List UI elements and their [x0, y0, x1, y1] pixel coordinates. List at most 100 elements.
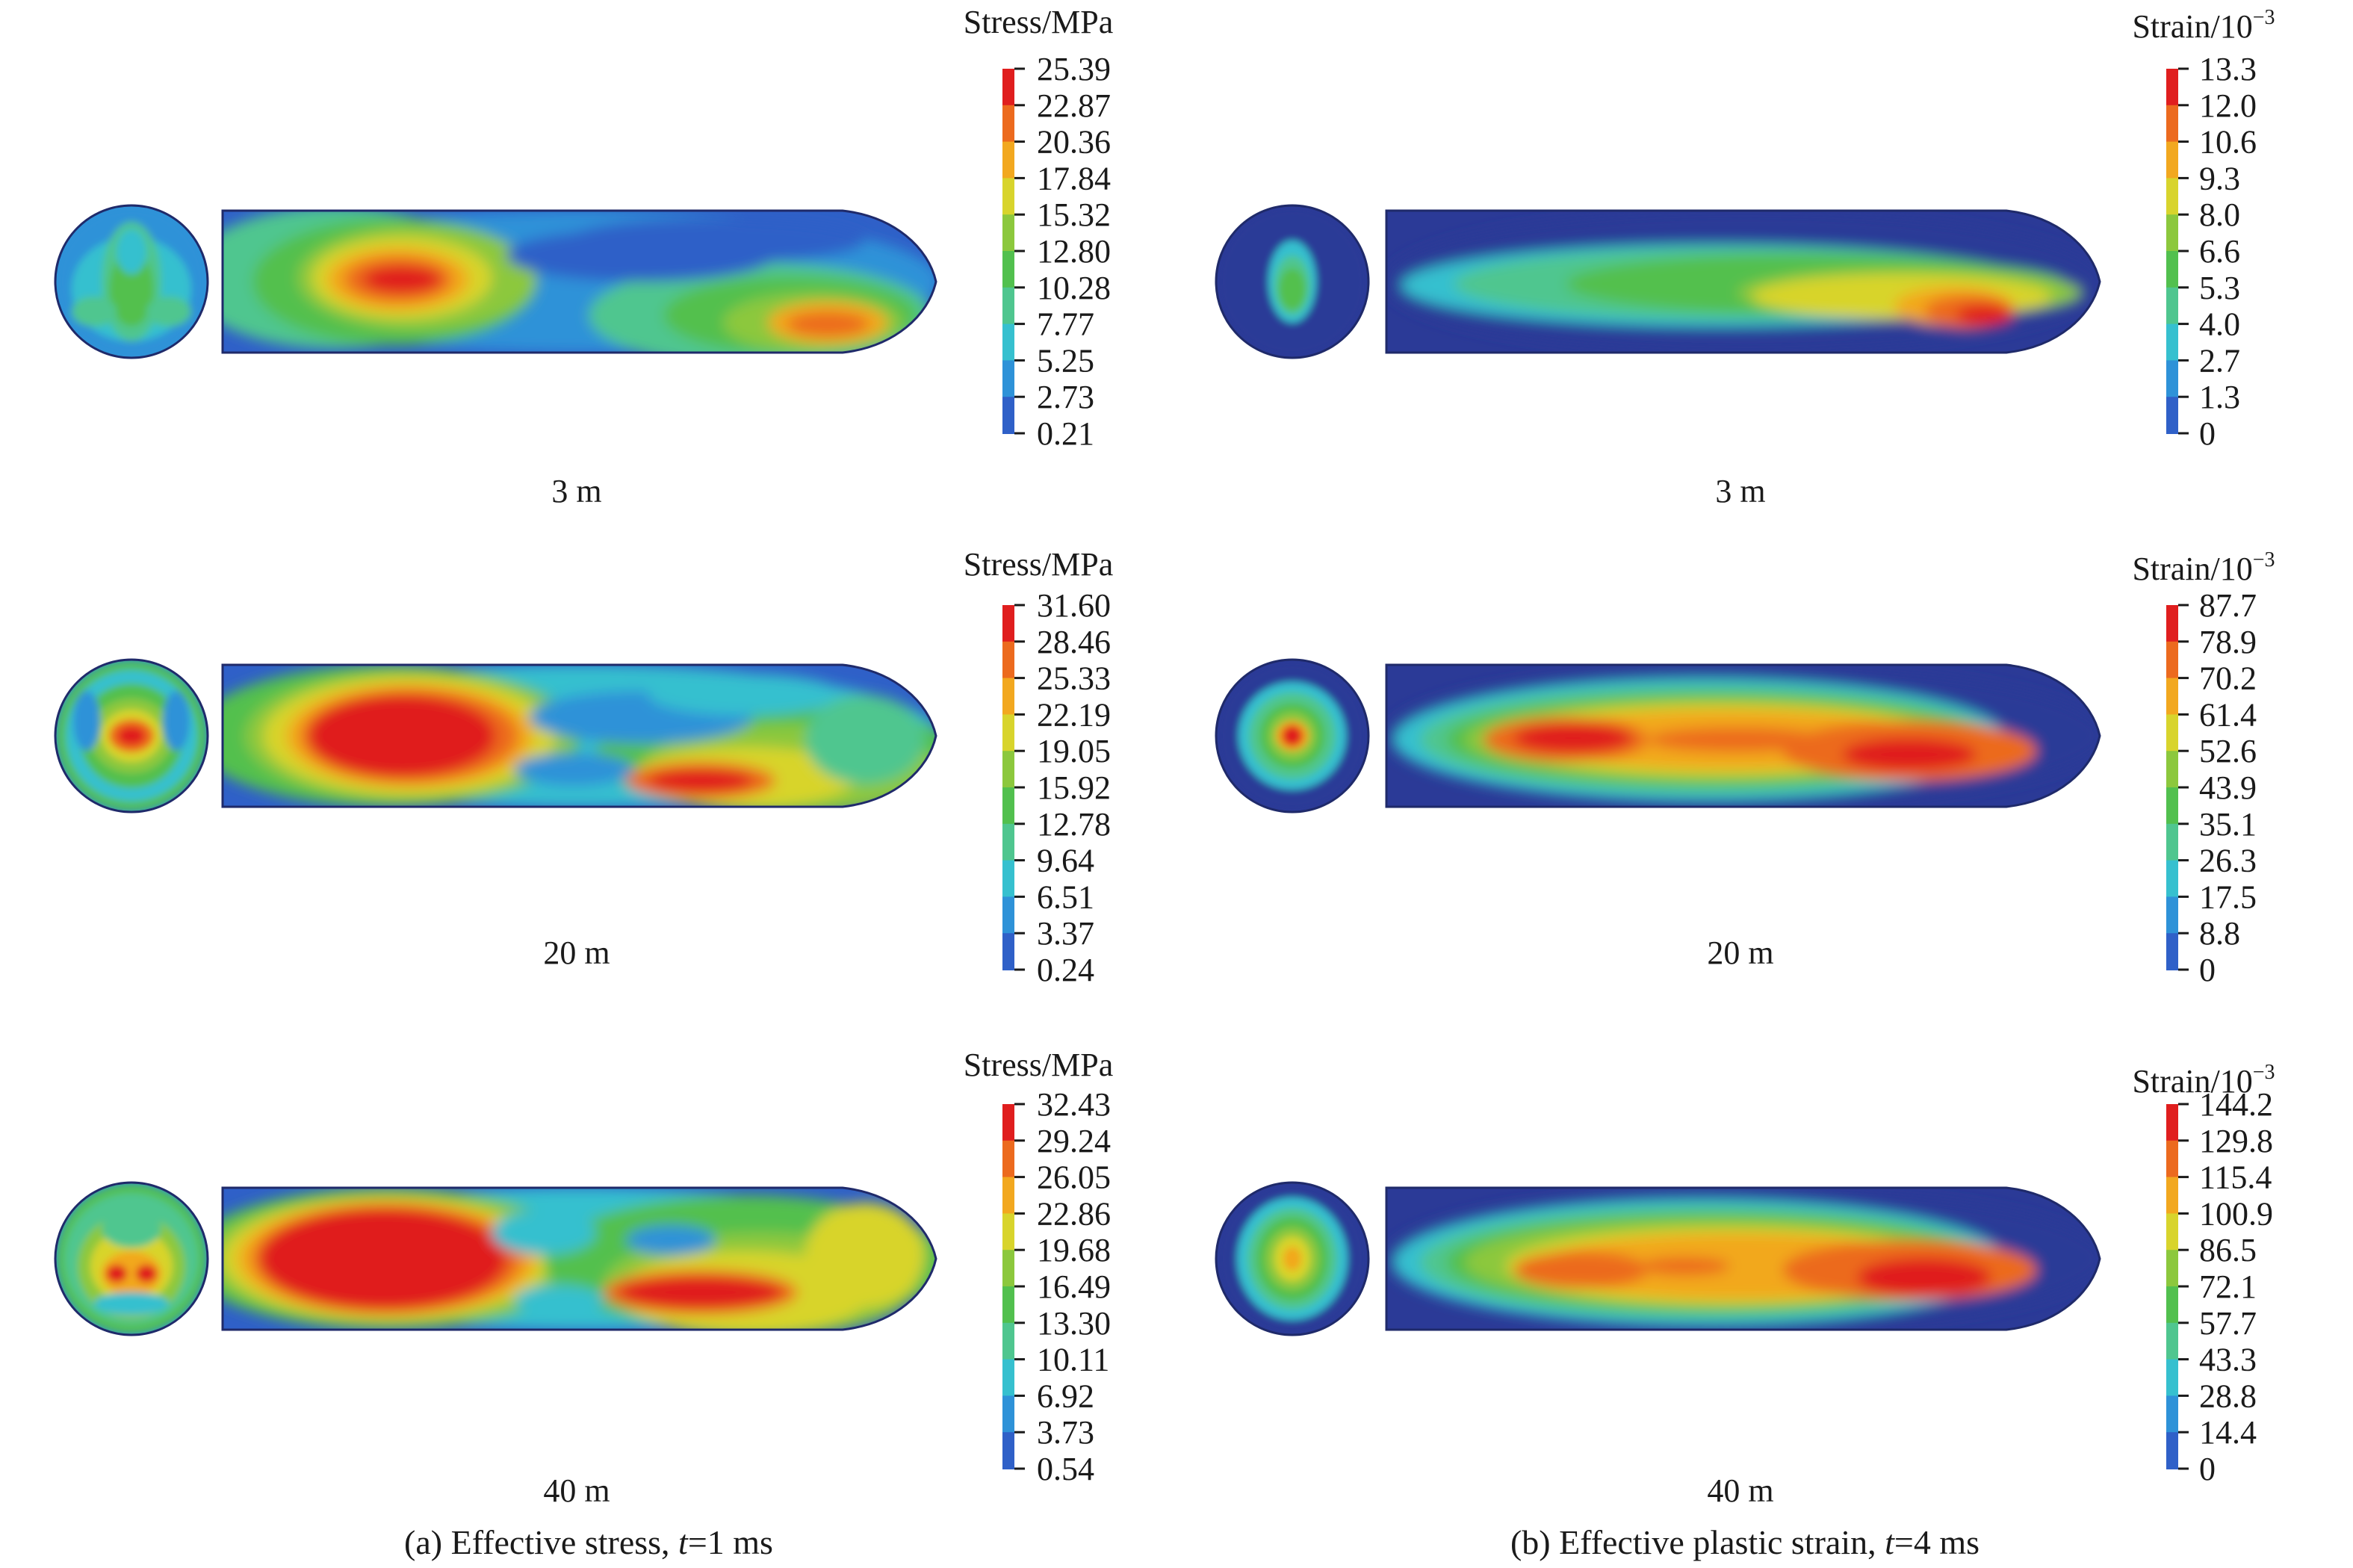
- legend-band: [2166, 714, 2178, 752]
- legend-tick-label: 86.5: [2199, 1232, 2257, 1268]
- legend-tick-label: 26.3: [2199, 843, 2257, 879]
- legend-tick-label: 61.4: [2199, 696, 2257, 733]
- legend-tick-label: 43.3: [2199, 1342, 2257, 1378]
- legend-tick-label: 4.0: [2199, 306, 2240, 343]
- legend-band: [1002, 678, 1014, 716]
- legend-tick-label: 35.1: [2199, 806, 2257, 843]
- legend-tick-label: 7.77: [1037, 306, 1094, 343]
- longitudinal-contour: [1386, 665, 2100, 807]
- legend-band: [2166, 641, 2178, 679]
- legend-tick-label: 25.33: [1037, 660, 1111, 697]
- legend-tick-label: 5.3: [2199, 270, 2240, 306]
- legend-tick-label: 32.43: [1037, 1086, 1111, 1123]
- panel-caption: (a) Effective stress, t=1 ms: [404, 1523, 773, 1561]
- legend-band: [1002, 178, 1014, 216]
- legend-band: [2166, 1250, 2178, 1287]
- legend-tick-label: 14.4: [2199, 1414, 2257, 1451]
- longitudinal-contour: [1386, 1188, 2100, 1330]
- contour-row: 40 mStress/MPa32.4329.2426.0522.8619.681…: [54, 1047, 1113, 1509]
- legend-tick-label: 17.5: [2199, 878, 2257, 915]
- legend-title: Stress/MPa: [964, 1047, 1113, 1083]
- legend-band: [1002, 323, 1014, 362]
- legend-tick-label: 16.49: [1037, 1268, 1111, 1305]
- legend-tick-label: 12.0: [2199, 87, 2257, 124]
- legend-band: [1002, 1104, 1014, 1141]
- legend-tick-label: 25.39: [1037, 51, 1111, 87]
- panel-effective-stress: 3 mStress/MPa25.3922.8720.3617.8415.3212…: [54, 4, 1113, 1561]
- legend-band: [2166, 605, 2178, 642]
- legend-band: [2166, 860, 2178, 898]
- longitudinal-contour: [223, 1188, 936, 1330]
- legend-tick-label: 28.8: [2199, 1378, 2257, 1414]
- legend-tick-label: 15.32: [1037, 196, 1111, 233]
- cross-section-outline: [54, 204, 209, 359]
- legend-band: [2166, 251, 2178, 288]
- legend-tick-label: 10.6: [2199, 124, 2257, 161]
- legend-tick-label: 3.73: [1037, 1414, 1094, 1451]
- legend-band: [2166, 1140, 2178, 1178]
- cross-section-outline: [1215, 658, 1370, 814]
- color-legend: Strain/10−3 13.312.010.69.38.06.65.34.02.…: [2132, 6, 2275, 452]
- legend-band: [1002, 1140, 1014, 1178]
- legend-band: [1002, 860, 1014, 898]
- distance-label: 40 m: [543, 1472, 610, 1509]
- legend-tick-label: 29.24: [1037, 1123, 1111, 1159]
- panel-caption: (b) Effective plastic strain, t=4 ms: [1510, 1523, 1980, 1561]
- legend-tick-label: 2.7: [2199, 342, 2240, 379]
- legend-band: [1002, 360, 1014, 398]
- contour-row: 3 m Strain/10−3 13.312.010.69.38.06.65.34.…: [1215, 6, 2275, 509]
- body-outline: [221, 663, 937, 808]
- distance-label: 3 m: [1715, 473, 1765, 509]
- legend-band: [1002, 751, 1014, 788]
- legend-tick-label: 0: [2199, 415, 2216, 452]
- contour-row: 40 m Strain/10−3144.2129.8115.4100.986.57…: [1215, 1061, 2275, 1509]
- cross-section-contour: [55, 1183, 208, 1335]
- body-outline: [221, 1186, 937, 1331]
- legend-tick-label: 2.73: [1037, 379, 1094, 415]
- legend-tick-label: 5.25: [1037, 342, 1094, 379]
- legend-tick-label: 0.21: [1037, 415, 1094, 452]
- legend-band: [2166, 1286, 2178, 1324]
- legend-tick-label: 9.3: [2199, 160, 2240, 196]
- distance-label: 20 m: [1707, 935, 1773, 971]
- distance-label: 3 m: [551, 473, 601, 509]
- body-outline: [1385, 1186, 2101, 1331]
- legend-band: [1002, 787, 1014, 825]
- longitudinal-contour: [223, 211, 936, 353]
- legend-tick-label: 13.30: [1037, 1305, 1111, 1342]
- body-outline: [1385, 663, 2101, 808]
- legend-band: [1002, 1286, 1014, 1324]
- legend-band: [1002, 105, 1014, 143]
- legend-tick-label: 19.05: [1037, 733, 1111, 769]
- legend-tick-label: 52.6: [2199, 733, 2257, 769]
- legend-band: [2166, 1359, 2178, 1397]
- legend-band: [1002, 69, 1014, 106]
- legend-tick-label: 87.7: [2199, 587, 2257, 624]
- legend-tick-label: 100.9: [2199, 1195, 2273, 1232]
- legend-band: [2166, 360, 2178, 398]
- legend-tick-label: 22.86: [1037, 1195, 1111, 1232]
- legend-band: [2166, 214, 2178, 252]
- legend-band: [2166, 105, 2178, 143]
- legend-band: [1002, 141, 1014, 179]
- color-legend: Strain/10−387.778.970.261.452.643.935.12…: [2132, 548, 2275, 988]
- legend-tick-label: 6.6: [2199, 233, 2240, 270]
- legend-band: [2166, 823, 2178, 861]
- legend-tick-label: 6.92: [1037, 1378, 1094, 1414]
- legend-tick-label: 144.2: [2199, 1086, 2273, 1123]
- legend-band: [2166, 397, 2178, 434]
- legend-band: [2166, 1322, 2178, 1360]
- legend-band: [2166, 751, 2178, 788]
- legend-band: [1002, 714, 1014, 752]
- legend-tick-label: 31.60: [1037, 587, 1111, 624]
- legend-band: [1002, 1432, 1014, 1469]
- legend-band: [1002, 641, 1014, 679]
- legend-tick-label: 8.8: [2199, 915, 2240, 952]
- legend-tick-label: 70.2: [2199, 660, 2257, 697]
- legend-band: [1002, 1359, 1014, 1397]
- legend-title: Stress/MPa: [964, 546, 1113, 583]
- cross-section-contour: [1216, 660, 1368, 812]
- panel-effective-plastic-strain: 3 m Strain/10−3 13.312.010.69.38.06.65.34.…: [1215, 6, 2275, 1561]
- legend-band: [2166, 1177, 2178, 1215]
